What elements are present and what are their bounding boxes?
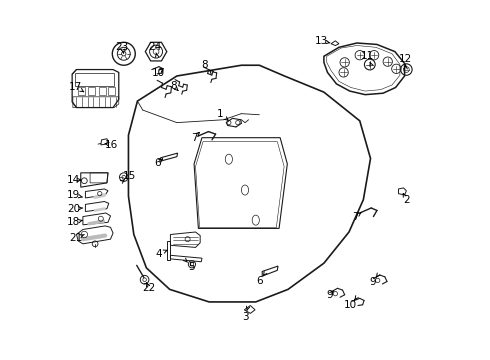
Text: 2: 2 xyxy=(403,195,410,205)
Text: 19: 19 xyxy=(67,190,80,200)
Text: 5: 5 xyxy=(189,262,195,272)
Text: 10: 10 xyxy=(344,300,357,310)
Text: 9: 9 xyxy=(326,291,333,301)
Text: 7: 7 xyxy=(191,133,197,143)
Text: 22: 22 xyxy=(142,283,155,293)
Text: 10: 10 xyxy=(151,68,165,78)
Text: 13: 13 xyxy=(315,36,328,46)
Text: 1: 1 xyxy=(217,109,223,119)
Text: 17: 17 xyxy=(69,82,82,92)
Text: 14: 14 xyxy=(67,175,80,185)
Text: 4: 4 xyxy=(156,248,162,258)
Text: 8: 8 xyxy=(201,60,208,70)
Text: 3: 3 xyxy=(242,312,248,322)
Text: 7: 7 xyxy=(352,212,359,221)
Text: 8: 8 xyxy=(170,81,176,91)
Text: 6: 6 xyxy=(154,158,160,168)
Text: 20: 20 xyxy=(67,204,80,214)
Text: 6: 6 xyxy=(256,276,263,286)
Text: 23: 23 xyxy=(116,42,129,51)
Text: 12: 12 xyxy=(399,54,412,64)
Text: 24: 24 xyxy=(148,42,161,51)
Text: 21: 21 xyxy=(69,233,82,243)
Text: 18: 18 xyxy=(67,217,80,227)
Text: 9: 9 xyxy=(369,277,376,287)
Text: 15: 15 xyxy=(123,171,136,181)
Text: 11: 11 xyxy=(361,51,374,61)
Text: 16: 16 xyxy=(105,140,118,150)
